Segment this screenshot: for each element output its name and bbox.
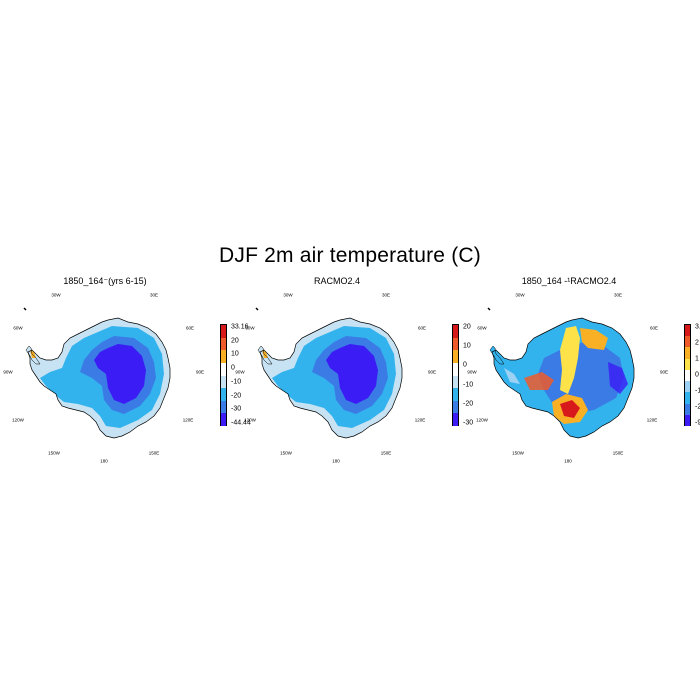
grid-label: 90E [659,369,669,375]
colorbar-segment [685,325,690,337]
grid-label: 150W [48,450,60,456]
antarctica-map [487,307,635,439]
colorbar-tick-label: 33.16 [231,323,249,331]
grid-label: 30W [51,292,61,298]
grid-label: 150W [280,450,292,456]
grid-label: 120W [244,417,256,423]
colorbar-tick-label: -44.44 [231,419,251,427]
grid-label: 180 [332,458,340,464]
colorbar-segment [453,362,458,376]
colorbar-segment [453,400,458,414]
grid-label: 150W [512,450,524,456]
colorbar-tick-label: -10 [231,378,242,386]
grid-label: 150E [380,450,392,456]
grid-label: 30W [515,292,525,298]
colorbar-segment [221,375,226,389]
colorbar-tick-label: -10 [463,381,474,389]
colorbar-tick-label: -20 [463,400,474,408]
grid-label: 30E [149,292,159,298]
colorbar-segment [685,381,690,393]
grid-label: 90W [3,369,13,375]
colorbar-segment [453,388,458,401]
colorbar-segment [685,347,690,359]
colorbar-segment [453,325,458,338]
grid-label: 150E [612,450,624,456]
grid-label: 90W [467,369,477,375]
colorbar-segment [453,350,458,363]
colorbar-segment [453,413,458,426]
grid-label: 60E [649,325,659,331]
panel-title: RACMO2.4 [313,276,360,286]
colorbar-tick-label: 10 [463,342,471,350]
colorbar-segment [453,375,458,389]
grid-label: 120E [414,417,426,423]
antarctica-map [23,307,171,439]
grid-label: 30W [283,292,293,298]
colorbar-tick-label: -30 [231,405,242,413]
colorbar-tick-label: -1 [695,387,700,395]
colorbar [220,324,227,426]
colorbar-tick-label: -2 [695,403,700,411]
grid-label: 120W [12,417,24,423]
panel-model: 1850_164⁻(yrs 6-15) 30W 30E 60W 60E 90W 90E 120… [3,276,250,464]
grid-label: 90E [427,369,437,375]
grid-label: 30E [381,292,391,298]
figure-title: DJF 2m air temperature (C) [219,244,481,267]
colorbar-segment [221,400,226,414]
grid-label: 60W [477,325,487,331]
colorbar-tick-label: 1 [695,355,699,363]
colorbar-tick-label: 3.071 [695,323,700,331]
colorbar-tick-label: 20 [231,337,239,345]
colorbar-segment [685,358,690,370]
grid-label: 90W [235,369,245,375]
colorbar-segment [221,337,226,351]
colorbar [684,324,691,426]
grid-label: 60W [245,325,255,331]
colorbar-tick-label: 10 [231,350,239,358]
colorbar-segment [685,403,690,415]
colorbar-tick-label: -9.612 [695,419,700,427]
grid-label: 60E [185,325,195,331]
grid-label: 30E [613,292,623,298]
colorbar-segment [221,388,226,401]
grid-label: 60E [417,325,427,331]
colorbar-tick-label: 2 [695,339,699,347]
panel-title: 1850_164⁻(yrs 6-15) [63,276,147,286]
colorbar-tick-label: 0 [695,371,699,379]
colorbar-segment [221,325,226,338]
colorbar-segment [685,414,690,426]
grid-label: 120E [182,417,194,423]
panel-difference: 1850_164 -¹RACMO2.4 30W 30E 60W 60E 90W 90E 120… [467,276,700,464]
grid-label: 180 [100,458,108,464]
grid-label: 120E [646,417,658,423]
colorbar-segment [221,350,226,363]
colorbar-segment [685,392,690,404]
colorbar-segment [685,369,690,382]
colorbar-tick-label: 0 [463,361,467,369]
colorbar [452,324,459,426]
panel-racmo: RACMO2.4 30W 30E 60W 60E 90W 90E 120W 120E 150W 15… [235,276,478,464]
grid-label: 180 [564,458,572,464]
panel-title: 1850_164 -¹RACMO2.4 [521,276,617,286]
grid-label: 90E [195,369,205,375]
colorbar-segment [221,362,226,376]
colorbar-segment [221,413,226,426]
colorbar-tick-label: 20 [463,323,471,331]
colorbar-segment [453,337,458,351]
colorbar-tick-label: -20 [231,392,242,400]
colorbar-segment [685,336,690,348]
grid-label: 60W [13,325,23,331]
colorbar-tick-label: -30 [463,419,474,427]
grid-label: 120W [476,417,488,423]
colorbar-tick-label: 0 [231,364,235,372]
antarctica-map [255,307,403,439]
grid-label: 150E [148,450,160,456]
